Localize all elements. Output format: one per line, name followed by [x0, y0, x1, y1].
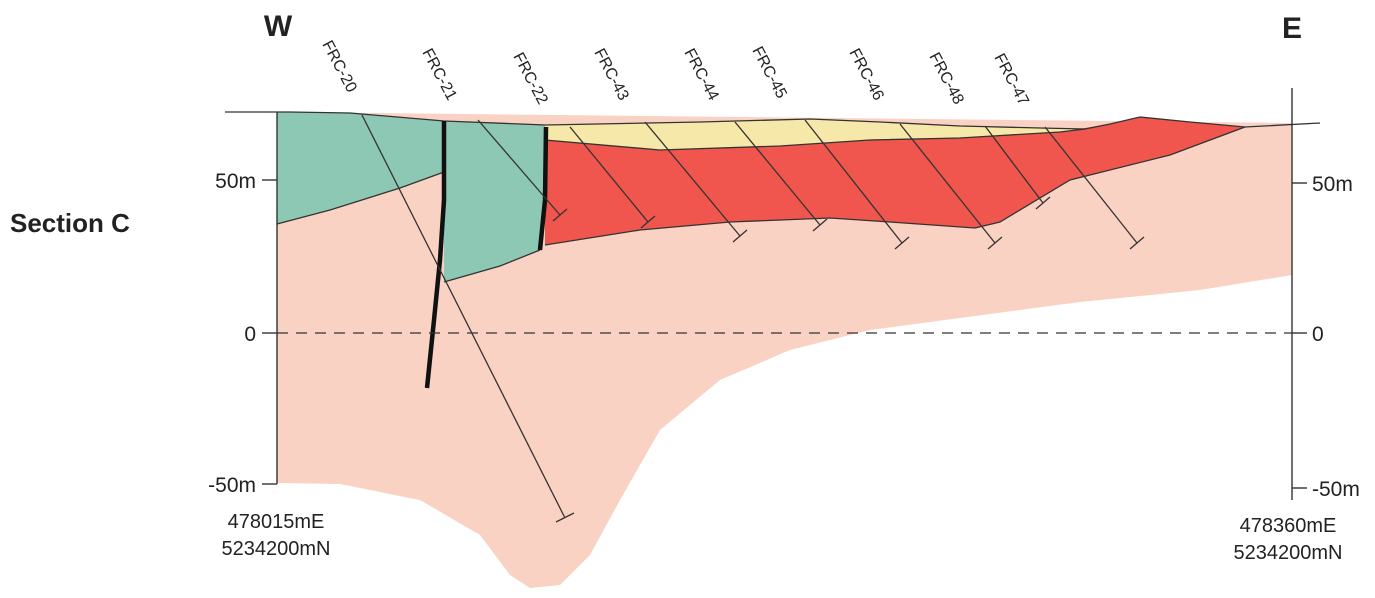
yellow-cover-unit	[545, 119, 1085, 150]
left-northing: 5234200mN	[222, 538, 331, 560]
green-west-contact	[276, 171, 445, 225]
drillhole-label-frc-44: FRC-44	[680, 46, 721, 104]
drillhole-label-frc-22: FRC-22	[509, 50, 550, 108]
drillhole-trace-frc-45	[734, 121, 828, 232]
left-tick-50m: 50m	[215, 170, 256, 193]
green-central-contact	[443, 249, 541, 283]
red-base-contact	[544, 126, 1246, 246]
right-northing: 5234200mN	[1234, 542, 1343, 564]
drillhole-trace-frc-44	[644, 121, 748, 243]
drillhole-trace-frc-22	[477, 119, 568, 222]
fault-east	[537, 126, 549, 251]
left-tick-0: 0	[244, 323, 256, 346]
drillhole-trace-frc-47b	[1044, 126, 1145, 250]
drillhole-label-frc-21: FRC-21	[418, 46, 459, 104]
green-unit-west	[277, 112, 444, 224]
drillhole-trace-frc-47a	[984, 125, 1051, 210]
left-axis	[262, 112, 278, 485]
drillhole-trace-frc-43	[569, 126, 656, 229]
west-label: W	[264, 10, 293, 43]
drillhole-label-frc-48: FRC-48	[925, 50, 966, 108]
east-label: E	[1282, 12, 1302, 45]
left-easting: 478015mE	[228, 511, 325, 533]
green-unit-central	[444, 121, 545, 282]
drillhole-label-frc-45: FRC-45	[748, 44, 789, 102]
right-tick-50m: 50m	[1312, 173, 1353, 196]
drillhole-label-frc-43: FRC-43	[590, 46, 631, 104]
left-tick-minus-50m: -50m	[208, 474, 256, 497]
drillhole-trace-frc-20	[361, 114, 575, 523]
right-axis	[1291, 88, 1307, 500]
drillhole-label-frc-20: FRC-20	[318, 38, 359, 96]
drillhole-label-frc-46: FRC-46	[845, 46, 886, 104]
drillhole-label-frc-47: FRC-47	[990, 51, 1031, 109]
section-title: Section C	[10, 208, 130, 238]
fault-west	[424, 121, 447, 389]
right-tick-0: 0	[1312, 323, 1324, 346]
topography-line	[225, 111, 1321, 130]
drillhole-trace-frc-48	[899, 123, 1003, 250]
cover-base-contact	[544, 128, 1086, 151]
right-tick-minus-50m: -50m	[1312, 478, 1360, 501]
right-easting: 478360mE	[1240, 515, 1337, 537]
drillhole-trace-frc-46	[804, 119, 910, 250]
